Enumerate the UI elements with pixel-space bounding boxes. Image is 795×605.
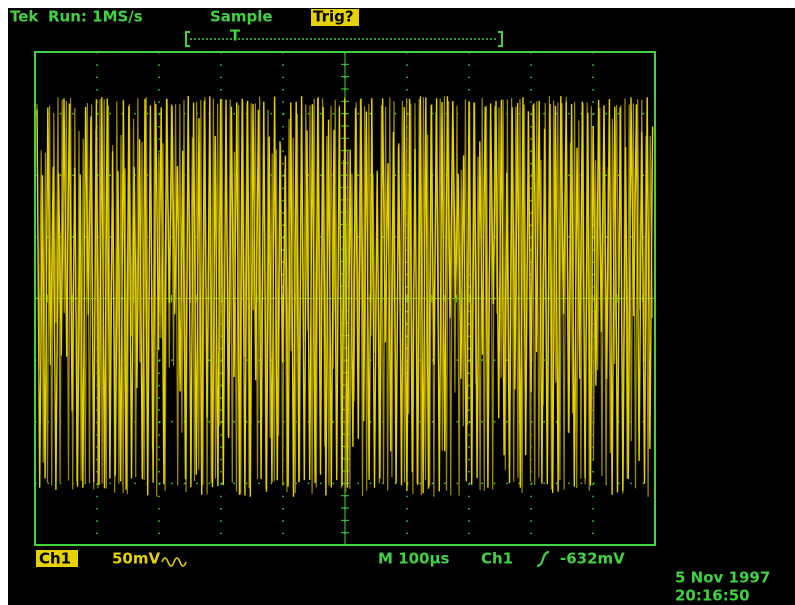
vertical-scale: 50mV (112, 550, 161, 568)
acquisition-status: Run: 1MS/s (48, 8, 143, 26)
page: Tek Run: 1MS/s Sample Trig? T Ch1 50mV M… (0, 0, 795, 605)
channel-label: Ch1 (39, 550, 71, 568)
brand: Tek (10, 8, 39, 26)
time: 20:16:50 (675, 587, 750, 605)
trigger-marker: T (230, 27, 241, 45)
trigger-state: Trig? (313, 8, 354, 26)
timebase: M 100µs (378, 550, 449, 568)
oscilloscope-screen: Tek Run: 1MS/s Sample Trig? T Ch1 50mV M… (0, 0, 795, 605)
trigger-level: -632mV (560, 550, 625, 568)
date: 5 Nov 1997 (675, 569, 770, 587)
trigger-source: Ch1 (481, 550, 513, 568)
acquisition-mode: Sample (210, 8, 273, 26)
